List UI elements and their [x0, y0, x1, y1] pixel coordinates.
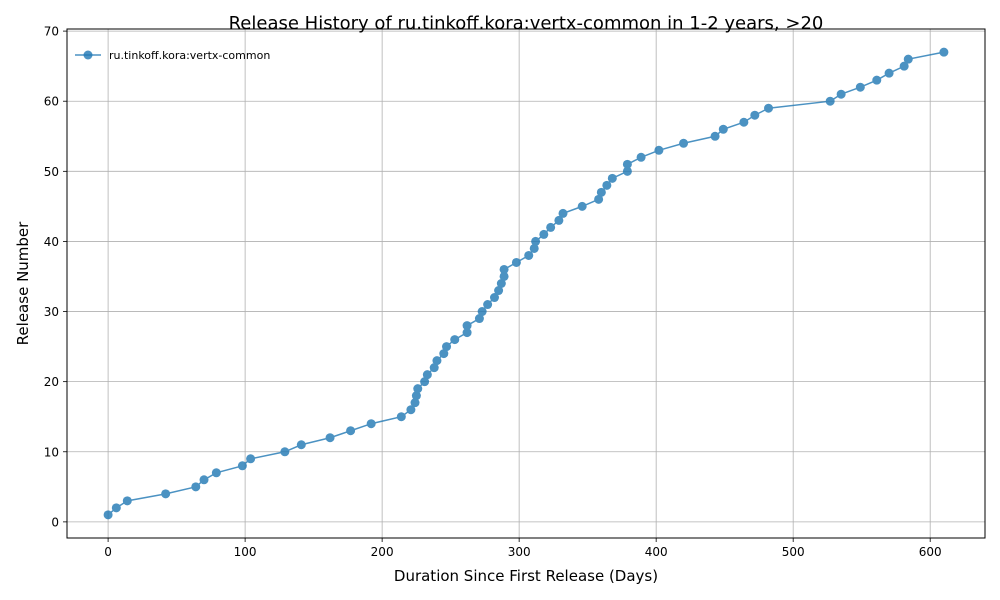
data-point: [750, 110, 760, 120]
data-point: [596, 187, 606, 197]
chart-title: Release History of ru.tinkoff.kora:vertx…: [229, 13, 824, 34]
y-tick-label: 10: [44, 445, 59, 459]
data-point: [607, 173, 617, 183]
data-point: [366, 419, 376, 429]
tick-layer: 0 100 200 300 400 500 600 0 10 20 30 40 50 60 70: [44, 25, 942, 559]
data-point: [122, 496, 132, 506]
data-point: [483, 300, 493, 310]
series-layer: [103, 47, 949, 520]
data-point: [489, 293, 499, 303]
series-line: [107, 51, 945, 516]
data-point: [825, 96, 835, 106]
data-point: [422, 370, 432, 380]
data-point: [855, 82, 865, 92]
x-tick-label: 200: [371, 545, 394, 559]
data-point: [442, 342, 452, 352]
data-point: [462, 328, 472, 338]
data-point: [494, 286, 504, 296]
legend-marker-swatch: [83, 50, 93, 60]
y-tick-label: 60: [44, 95, 59, 109]
data-point: [246, 454, 256, 464]
data-point: [477, 307, 487, 317]
y-tick-label: 20: [44, 375, 59, 389]
data-point: [496, 279, 506, 288]
data-point: [450, 335, 460, 345]
data-point: [903, 54, 913, 64]
y-axis-label: Release Number: [14, 221, 32, 345]
data-point: [679, 138, 689, 148]
data-point: [199, 475, 209, 485]
data-point: [511, 257, 521, 267]
data-point: [499, 271, 509, 281]
data-point: [432, 356, 442, 366]
data-point: [872, 75, 882, 85]
data-point: [211, 468, 221, 478]
y-tick-label: 50: [44, 165, 59, 179]
data-point: [296, 440, 306, 450]
x-tick-label: 600: [919, 545, 942, 559]
x-tick-label: 300: [508, 545, 531, 559]
data-point: [524, 250, 534, 260]
data-point: [739, 117, 749, 127]
data-point: [836, 89, 846, 99]
data-point: [499, 264, 509, 274]
data-point: [622, 159, 632, 169]
data-point: [103, 510, 113, 520]
series-group: [103, 47, 949, 520]
data-point: [602, 180, 612, 190]
y-tick-label: 30: [44, 305, 59, 319]
data-point: [594, 194, 604, 204]
data-point: [161, 489, 171, 499]
data-point: [529, 243, 539, 253]
x-tick-label: 100: [234, 545, 257, 559]
y-tick-label: 0: [51, 515, 59, 529]
data-point: [622, 166, 632, 176]
data-point: [413, 384, 423, 394]
data-point: [764, 103, 774, 113]
data-point: [710, 131, 720, 141]
legend: ru.tinkoff.kora:vertx-common: [75, 49, 270, 62]
data-point: [539, 229, 549, 239]
data-point: [280, 447, 290, 457]
data-point: [111, 503, 121, 513]
data-point: [406, 405, 416, 415]
data-point: [899, 61, 909, 71]
data-point: [474, 314, 484, 324]
data-point: [237, 461, 247, 471]
x-tick-label: 0: [104, 545, 112, 559]
y-tick-label: 70: [44, 25, 59, 39]
data-point: [577, 201, 587, 211]
data-point: [531, 236, 541, 246]
data-point: [420, 377, 430, 387]
data-point: [191, 482, 201, 492]
data-point: [429, 363, 439, 373]
x-tick-label: 400: [645, 545, 668, 559]
data-point: [410, 398, 420, 408]
plot-frame: [66, 28, 986, 539]
data-point: [546, 222, 556, 232]
data-point: [558, 208, 568, 218]
data-point: [439, 349, 449, 359]
data-point: [462, 321, 472, 331]
data-point: [654, 145, 664, 155]
x-axis-label: Duration Since First Release (Days): [394, 567, 658, 585]
data-point: [346, 426, 356, 436]
legend-entry-label: ru.tinkoff.kora:vertx-common: [109, 49, 270, 62]
data-point: [939, 47, 949, 57]
y-tick-label: 40: [44, 235, 59, 249]
data-point: [554, 215, 564, 225]
x-tick-label: 500: [782, 545, 805, 559]
data-point: [411, 391, 421, 401]
data-point: [884, 68, 894, 78]
grid: [67, 29, 985, 538]
data-point: [636, 152, 646, 162]
data-point: [718, 124, 728, 134]
data-point: [396, 412, 406, 422]
data-point: [325, 433, 335, 443]
